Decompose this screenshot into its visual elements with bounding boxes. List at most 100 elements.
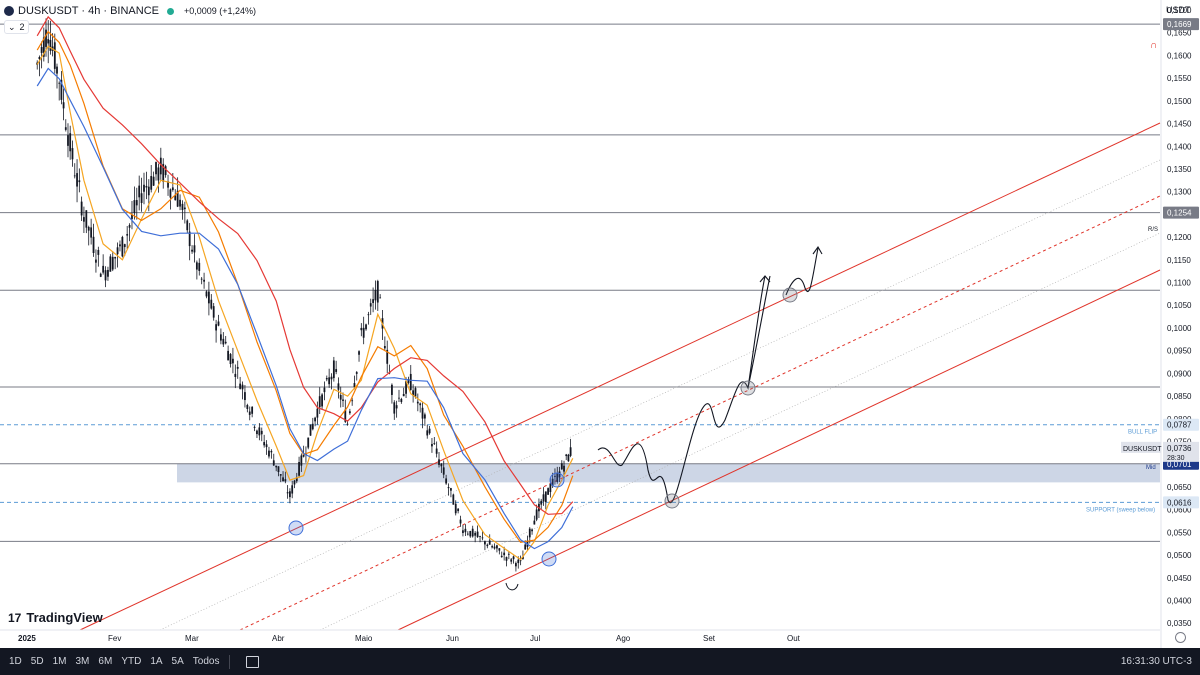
candle-body bbox=[419, 403, 422, 406]
ma-slow-line bbox=[36, 15, 574, 515]
candle-body bbox=[92, 236, 95, 253]
candle-body bbox=[567, 454, 570, 462]
candle-body bbox=[454, 503, 457, 514]
bar-countdown: 28:30 bbox=[1167, 455, 1185, 462]
price-tick-label: 0,1450 bbox=[1167, 120, 1192, 129]
candle-body bbox=[365, 324, 367, 330]
candle-body bbox=[80, 201, 83, 216]
candle-body bbox=[286, 492, 289, 494]
channel-upper bbox=[79, 122, 1161, 631]
range-1m[interactable]: 1M bbox=[52, 656, 67, 667]
candle-body bbox=[503, 552, 506, 556]
candle-body bbox=[442, 467, 445, 475]
price-tick-label: 0,0350 bbox=[1167, 619, 1192, 628]
candle-body bbox=[500, 555, 503, 558]
candle-body bbox=[119, 244, 121, 247]
candle-body bbox=[512, 556, 515, 560]
price-tick-label: 0,1600 bbox=[1167, 51, 1192, 60]
candle-body bbox=[251, 406, 254, 414]
mid-tag: 0,0701 bbox=[1167, 460, 1192, 469]
range-all[interactable]: Todos bbox=[192, 656, 220, 667]
candle-body bbox=[256, 430, 258, 435]
magnet-icon[interactable]: ∩ bbox=[1150, 40, 1158, 51]
candle-body bbox=[78, 180, 81, 183]
level-tag-0-1254-bg bbox=[1163, 206, 1199, 219]
candle-body bbox=[459, 519, 462, 524]
candle-body bbox=[268, 450, 270, 457]
range-1a[interactable]: 1A bbox=[150, 656, 163, 667]
candle-body bbox=[517, 559, 520, 564]
candle-body bbox=[376, 281, 379, 303]
range-ytd[interactable]: YTD bbox=[121, 656, 142, 667]
candle-body bbox=[147, 186, 150, 196]
candle-body bbox=[560, 463, 563, 470]
candle-body bbox=[395, 405, 398, 409]
range-3m[interactable]: 3M bbox=[75, 656, 90, 667]
candle-body bbox=[491, 546, 494, 548]
candle-body bbox=[348, 411, 351, 414]
time-label-out: Out bbox=[787, 634, 801, 643]
candle-body bbox=[200, 278, 203, 280]
candle-body bbox=[99, 273, 102, 277]
last-price-symbol: DUSKUSDT bbox=[1123, 446, 1162, 453]
candle-body bbox=[339, 395, 342, 400]
candle-body bbox=[102, 265, 105, 273]
price-tick-label: 0,0900 bbox=[1167, 369, 1192, 378]
candle-body bbox=[416, 401, 419, 404]
candle-body bbox=[282, 477, 284, 482]
last-price-value: 0,0736 bbox=[1167, 444, 1192, 453]
candle-body bbox=[544, 491, 547, 503]
candle-body bbox=[474, 532, 477, 536]
candle-body bbox=[335, 369, 338, 372]
candle-body bbox=[469, 530, 472, 537]
candle-body bbox=[457, 508, 460, 512]
candle-body bbox=[486, 544, 489, 547]
range-5a[interactable]: 5A bbox=[171, 656, 184, 667]
calendar-icon[interactable] bbox=[246, 655, 260, 668]
range-6m[interactable]: 6M bbox=[98, 656, 113, 667]
support-note: SUPPORT (sweep below) bbox=[1086, 507, 1155, 513]
candle-body bbox=[212, 306, 215, 318]
indicators-toggle[interactable]: ⌄ 2 bbox=[4, 20, 29, 34]
candle-body bbox=[423, 414, 426, 419]
time-label-maio: Maio bbox=[355, 634, 373, 643]
candle-body bbox=[374, 289, 377, 301]
candle-body bbox=[314, 417, 316, 422]
settings-icon[interactable] bbox=[1175, 632, 1186, 643]
time-label-mar: Mar bbox=[185, 634, 199, 643]
support-tag: 0,0616 bbox=[1167, 498, 1192, 507]
candle-body bbox=[215, 324, 217, 331]
candle-body bbox=[351, 400, 354, 402]
range-5d[interactable]: 5D bbox=[30, 656, 44, 667]
candle-body bbox=[383, 345, 386, 349]
candle-body bbox=[535, 509, 538, 520]
candle-body bbox=[476, 531, 479, 538]
price-chart[interactable]: 0,1700 0,1650 0,1600 0,1550 0,1500 0,1450 0,14… bbox=[0, 0, 1200, 648]
candle-body bbox=[241, 384, 244, 390]
candle-body bbox=[126, 234, 129, 236]
candle-body bbox=[505, 557, 508, 561]
price-tick-label: 0,0550 bbox=[1167, 528, 1192, 537]
candle-body bbox=[193, 245, 196, 253]
candle-body bbox=[205, 291, 208, 297]
range-1d[interactable]: 1D bbox=[9, 656, 22, 667]
candle-body bbox=[49, 40, 52, 51]
candle-body bbox=[291, 485, 294, 494]
scale-currency[interactable]: USDT bbox=[1166, 5, 1191, 15]
candle-body bbox=[222, 338, 225, 345]
candle-body bbox=[265, 444, 268, 448]
candle-body bbox=[507, 553, 510, 555]
level-tag-0-1669: 0,1669 bbox=[1167, 20, 1192, 29]
price-tick-label: 0,0850 bbox=[1167, 392, 1192, 401]
candle-body bbox=[169, 189, 172, 198]
candle-body bbox=[563, 465, 565, 472]
candle-body bbox=[258, 427, 261, 436]
mid-zone bbox=[177, 463, 1160, 483]
price-tick-label: 0,1550 bbox=[1167, 74, 1192, 83]
candle-body bbox=[379, 297, 382, 299]
candle-body bbox=[107, 269, 109, 277]
symbol-title[interactable]: DUSKUSDT · 4h · BINANCE bbox=[18, 5, 159, 17]
clock[interactable]: 16:31:30 UTC-3 bbox=[1120, 656, 1192, 667]
candle-body bbox=[97, 249, 100, 255]
time-label-fev: Fev bbox=[108, 634, 121, 643]
